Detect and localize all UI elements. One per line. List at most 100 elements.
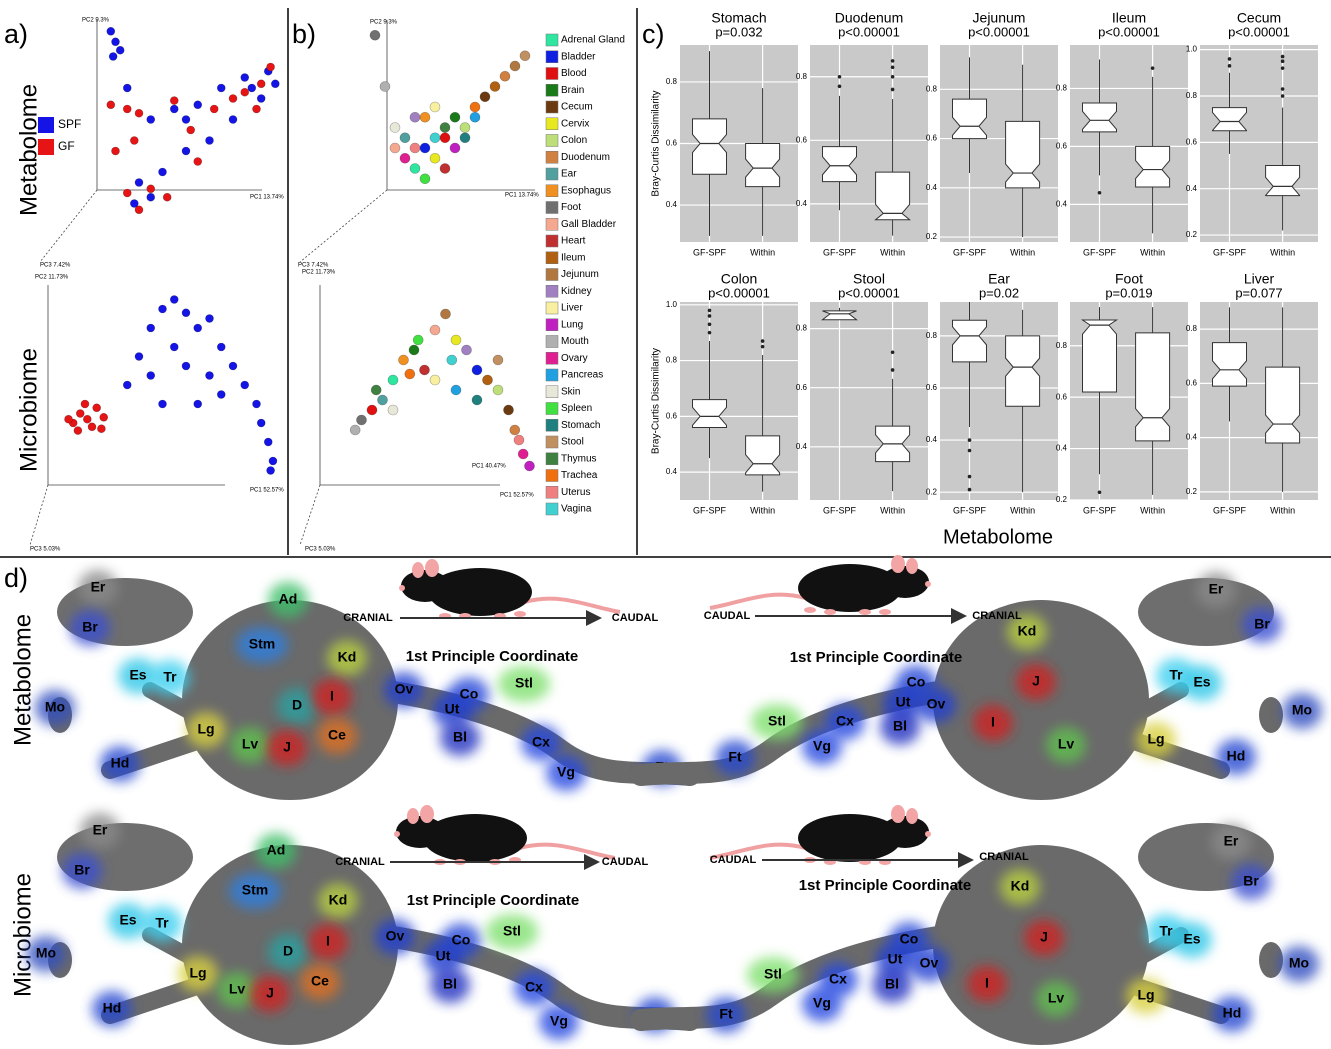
axis-label: PC3 5.03% [305, 547, 336, 553]
point [217, 391, 225, 399]
point [229, 95, 237, 103]
organ-label: Lg [1137, 987, 1154, 1003]
point [405, 369, 415, 379]
organ-label: Ce [311, 973, 329, 989]
point [400, 133, 410, 143]
plot-title: Liver [1244, 271, 1275, 287]
x-tick-label: GF-SPF [1213, 247, 1247, 257]
organ-label: J [1032, 673, 1040, 689]
p-value: p<0.00001 [708, 285, 770, 300]
point [194, 101, 202, 109]
mouse-nose [394, 831, 400, 837]
point [217, 84, 225, 92]
direction-label: CAUDAL [704, 610, 751, 622]
y-tick-label: 0.8 [926, 331, 938, 340]
legend-label: Esophagus [561, 185, 611, 196]
mouse-ear [906, 808, 918, 824]
point [206, 372, 214, 380]
y-tick-label: 0.4 [796, 442, 808, 451]
organ-label: Vg [557, 764, 575, 780]
point [88, 423, 96, 431]
point [109, 53, 117, 61]
point [159, 168, 167, 176]
point [390, 143, 400, 153]
legend-swatch [546, 101, 558, 113]
outlier [1281, 87, 1285, 91]
organ-label: Tr [1169, 667, 1183, 683]
mouse-tail [710, 595, 805, 608]
point [451, 335, 461, 345]
organ-label: Co [900, 931, 919, 947]
point [253, 105, 261, 113]
point [241, 88, 249, 96]
x-tick-label: Within [1270, 247, 1295, 257]
point [83, 415, 91, 423]
figure: a) b) c) d) Metabolome Microbiome Metabo… [0, 0, 1331, 1049]
organ-label: Es [119, 912, 136, 928]
y-tick-label: 0.6 [1186, 137, 1198, 146]
panel-label: d) [4, 563, 28, 593]
organ-label: Bl [885, 976, 899, 992]
outlier [891, 59, 895, 63]
outlier [891, 65, 895, 69]
point [420, 112, 430, 122]
organ-label: Kd [1018, 623, 1037, 639]
point [493, 385, 503, 395]
y-tick-label: 0.6 [796, 383, 808, 392]
organ-label: Ut [888, 951, 903, 967]
box [1213, 343, 1247, 386]
y-tick-label: 0.8 [926, 84, 938, 93]
plot-bg [1200, 302, 1318, 500]
point [371, 385, 381, 395]
point [430, 375, 440, 385]
point [100, 413, 108, 421]
mouth [1259, 942, 1283, 978]
point [470, 112, 480, 122]
organ-label: Mo [36, 945, 56, 961]
legend-swatch [546, 151, 558, 163]
legend-swatch [546, 470, 558, 482]
point [182, 116, 190, 124]
point [409, 345, 419, 355]
legend-swatch [546, 185, 558, 197]
organ-label: Cx [836, 713, 854, 729]
outlier [1098, 490, 1102, 494]
outlier [1228, 57, 1232, 61]
box [823, 311, 857, 320]
organ-label: Ov [395, 681, 414, 697]
organ-label: Tr [155, 915, 169, 931]
point [210, 105, 218, 113]
x-tick-label: GF-SPF [823, 505, 857, 515]
point [483, 375, 493, 385]
legend-swatch [38, 117, 54, 133]
y-tick-label: 0.8 [1056, 341, 1068, 350]
mouse-tail [520, 845, 615, 858]
point [257, 95, 265, 103]
outlier [1281, 59, 1285, 63]
point [257, 419, 265, 427]
box [953, 99, 987, 138]
point [217, 343, 225, 351]
point [135, 109, 143, 117]
mouse-head [396, 816, 444, 848]
legend-label: Stool [561, 437, 584, 448]
organ-label: Br [74, 862, 90, 878]
x-tick-label: Within [880, 247, 905, 257]
point [97, 425, 105, 433]
box [1006, 336, 1040, 406]
point [430, 102, 440, 112]
organ-label: Co [460, 686, 479, 702]
mouse-ear [407, 808, 419, 824]
legend-label: Mouth [561, 336, 589, 347]
legend-swatch [546, 118, 558, 130]
organ-label: Bl [893, 718, 907, 734]
box [693, 400, 727, 428]
point [504, 405, 514, 415]
direction-label: CAUDAL [710, 854, 757, 866]
axis-title: 1st Principle Coordinate [407, 892, 580, 909]
point [420, 365, 430, 375]
point [147, 116, 155, 124]
point [480, 92, 490, 102]
organ-label: Ut [436, 948, 451, 964]
outlier [1151, 66, 1155, 70]
